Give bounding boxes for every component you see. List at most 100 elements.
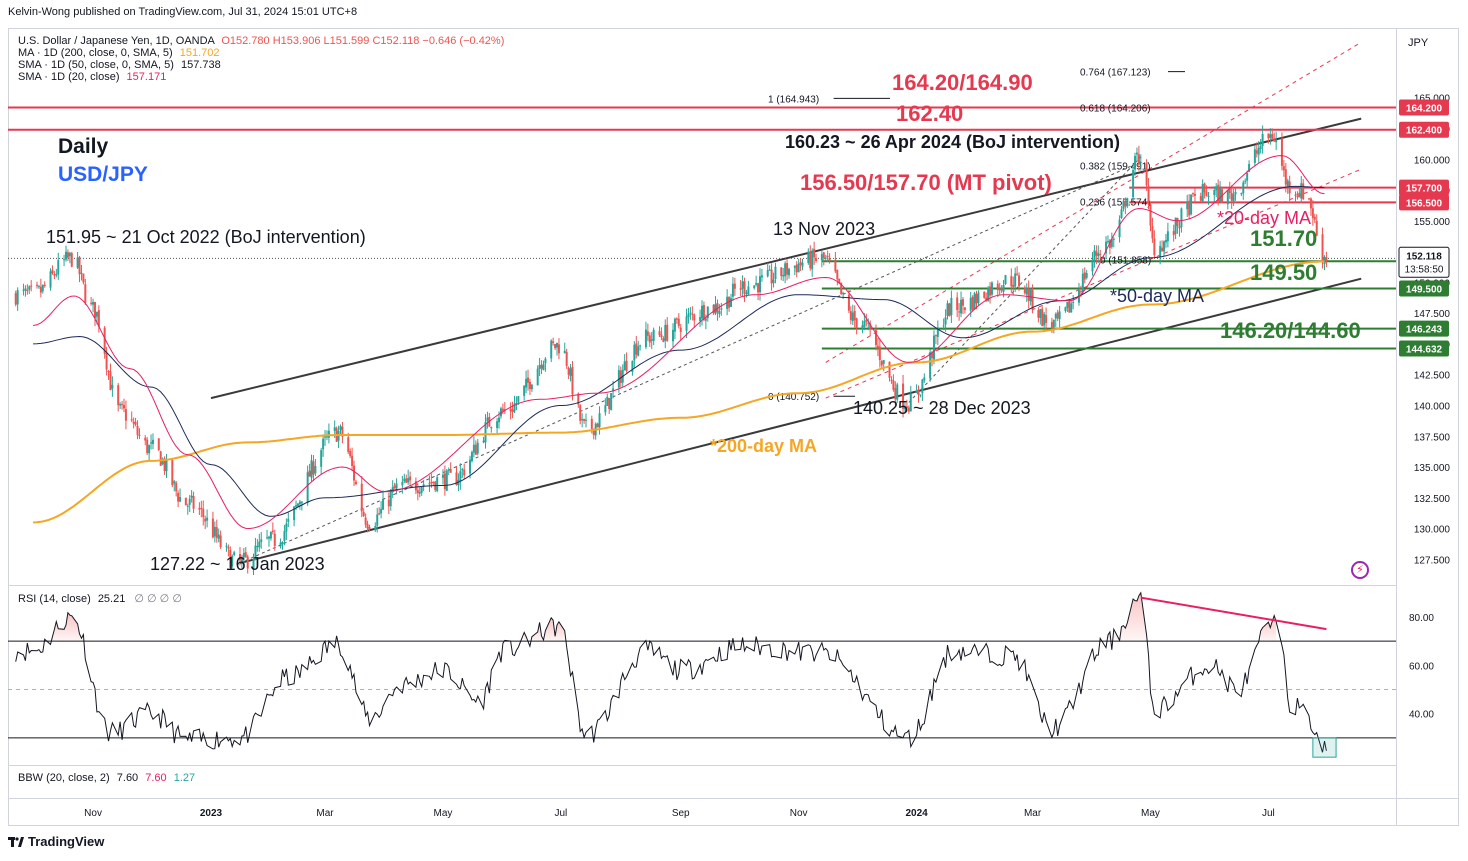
candle-body [287,518,290,522]
rsi-legend[interactable]: RSI (14, close) 25.21 ∅ ∅ ∅ ∅ [18,592,182,605]
candle-body [186,505,189,507]
candle-body [1112,238,1115,241]
resistance-price-label-bg [1399,99,1449,116]
candle-body [865,319,868,322]
low-value: L151.599 [323,35,370,47]
note-151-95: 151.95 ~ 21 Oct 2022 (BoJ intervention) [46,227,366,247]
tradingview-logo-icon [8,836,24,847]
candle-body [525,378,528,388]
candle-body [672,329,675,342]
candle-body [961,299,964,306]
candle-body [876,345,879,348]
candle-body [175,482,178,492]
candle-body [1149,204,1152,226]
bbw-legend[interactable]: BBW (20, close, 2) 7.60 7.60 1.27 [18,772,195,784]
candle-body [786,263,789,275]
candle-body [341,426,344,437]
candle-body [637,346,640,356]
candle-body [314,466,317,474]
candle-body [1058,311,1061,320]
note-146-20: 146.20/144.60 [1220,318,1361,343]
candle-body [511,409,514,413]
price-axis-labels: 164.200162.400157.700156.500151.720149.5… [1398,99,1450,357]
candle-body [204,518,207,522]
candle-body [254,545,257,560]
channel-dashed-line [825,168,1362,399]
candle-body [766,270,769,277]
candle-body [770,269,773,284]
indicator-sma20[interactable]: SMA · 1D (20, close) 157.171 [18,71,504,83]
candle-body [1045,315,1048,323]
candle-body [14,293,17,305]
candle-body [482,440,485,443]
candle-body [787,268,790,276]
candle-body [606,396,609,406]
candle-body [565,351,568,366]
time-axis[interactable]: Nov 2023 Mar May Jul Sep Nov 2024 Mar May Jul [84,808,1275,819]
candle-body [238,554,241,561]
footer-brand[interactable]: TradingView [8,834,104,849]
candle-body [834,259,837,272]
indicator-ma200[interactable]: MA · 1D (200, close, 0, SMA, 5) 151.702 [18,47,504,59]
symbol-line[interactable]: U.S. Dollar / Japanese Yen, 1D, OANDA O1… [18,35,504,47]
candle-body [523,385,526,396]
candle-body [225,545,228,547]
candle-body [691,313,694,315]
rsi-overbought-fill [524,632,527,642]
candle-body [1145,163,1148,186]
candle-body [774,266,777,279]
candle-body [874,330,877,345]
candle-body [612,388,615,392]
candle-body [161,459,164,465]
candle-body [1037,310,1040,318]
candle-body [1164,239,1167,243]
candle-body [1066,302,1069,308]
candle-body [1207,195,1210,198]
candle-body [1139,161,1142,163]
candle-body [677,318,680,327]
candle-body [625,360,628,371]
candle-body [571,366,574,395]
candle-body [474,444,477,455]
currency-label[interactable]: JPY [1408,37,1429,49]
candle-body [80,272,83,274]
candlestick-series [14,125,1328,576]
candle-body [1261,133,1264,147]
candle-body [793,266,796,268]
candle-body [718,311,721,314]
candle-body [490,427,493,429]
candle-body [16,290,19,305]
resistance-price-label: 162.400 [1406,126,1443,137]
candle-body [824,257,827,259]
candle-body [563,350,566,354]
note-50-day-ma: *50-day MA [1110,286,1204,306]
candle-body [121,403,124,405]
candle-body [443,473,446,490]
candle-body [407,478,410,483]
alert-bolt-icon[interactable]: ⚡ [1351,561,1369,579]
price-tick-label: 135.000 [1414,463,1451,474]
candle-body [441,474,444,478]
candle-body [650,339,653,341]
candle-body [757,283,760,293]
candle-body [68,252,71,257]
candle-body [1240,193,1243,195]
candle-body [1203,183,1206,193]
candle-body [567,367,570,375]
candle-body [256,545,259,547]
time-tick-label: Nov [790,808,808,819]
candle-body [179,497,182,502]
rsi-overbought-fill [531,617,565,642]
close-value: C152.118 [372,35,420,47]
indicator-sma50[interactable]: SMA · 1D (50, close, 0, SMA, 5) 157.738 [18,59,504,71]
candle-body [907,407,910,412]
candle-body [996,283,999,290]
candle-body [1072,302,1075,304]
time-tick-label: May [1141,808,1160,819]
resistance-price-label: 157.700 [1406,184,1443,195]
candle-body [1126,198,1129,207]
candle-body [527,377,530,383]
footer-brand-text: TradingView [28,834,105,849]
candle-body [689,312,692,314]
